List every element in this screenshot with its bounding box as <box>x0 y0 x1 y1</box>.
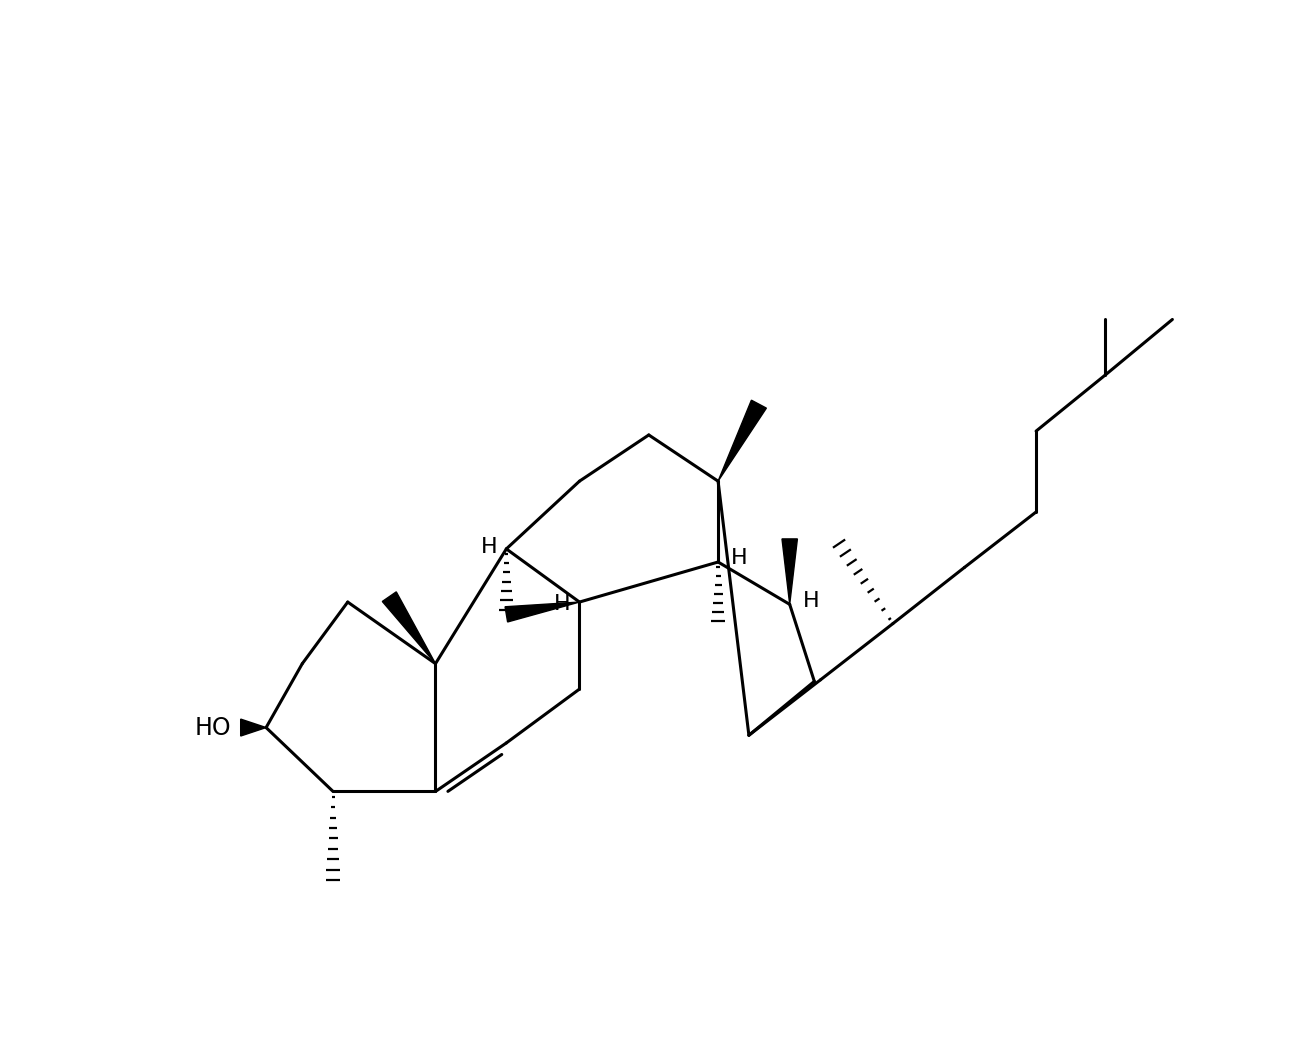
Text: H: H <box>732 548 748 568</box>
Text: HO: HO <box>194 715 231 740</box>
Polygon shape <box>717 400 766 481</box>
Polygon shape <box>382 591 435 663</box>
Text: H: H <box>481 537 498 558</box>
Text: H: H <box>555 595 570 615</box>
Polygon shape <box>240 719 267 736</box>
Polygon shape <box>782 539 798 604</box>
Polygon shape <box>505 602 579 622</box>
Text: H: H <box>803 590 820 610</box>
